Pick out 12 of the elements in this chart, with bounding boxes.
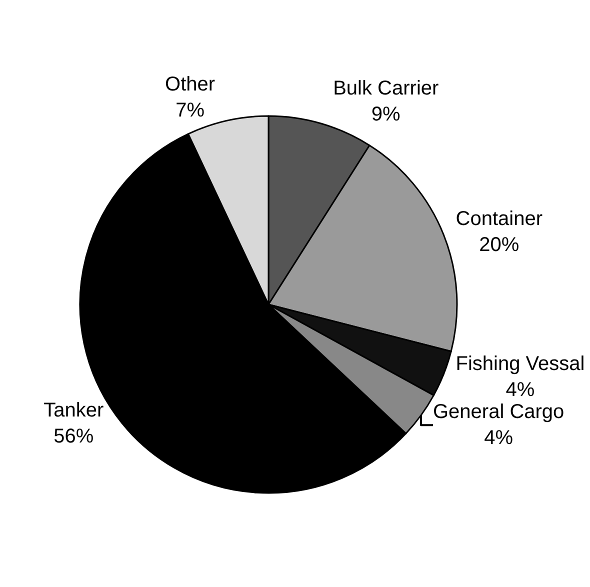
slice-label: Other: [165, 74, 216, 96]
slice-label: Container: [456, 208, 543, 230]
data-label: 56%: [54, 426, 94, 448]
data-label: 9%: [371, 103, 401, 126]
slice-label: General Cargo: [433, 401, 564, 424]
data-label: 4%: [484, 427, 514, 450]
slice-label: Tanker: [44, 400, 104, 422]
data-label: 20%: [479, 234, 520, 256]
data-label: 7%: [176, 100, 205, 122]
slice-label: Fishing Vessal: [456, 353, 585, 376]
data-label: 4%: [506, 379, 535, 402]
slice-label: Bulk Carrier: [333, 77, 440, 100]
